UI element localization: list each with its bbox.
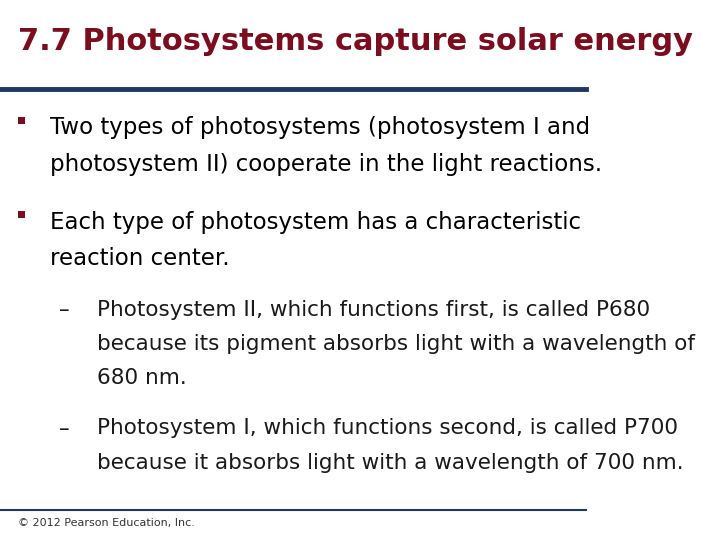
Text: 7.7 Photosystems capture solar energy: 7.7 Photosystems capture solar energy <box>17 27 693 56</box>
Text: reaction center.: reaction center. <box>50 247 230 271</box>
Text: because it absorbs light with a wavelength of 700 nm.: because it absorbs light with a waveleng… <box>96 453 683 472</box>
FancyBboxPatch shape <box>17 211 25 218</box>
Text: Photosystem I, which functions second, is called P700: Photosystem I, which functions second, i… <box>96 418 678 438</box>
Text: Each type of photosystem has a characteristic: Each type of photosystem has a character… <box>50 211 581 234</box>
Text: 680 nm.: 680 nm. <box>96 368 186 388</box>
Text: because its pigment absorbs light with a wavelength of: because its pigment absorbs light with a… <box>96 334 695 354</box>
FancyBboxPatch shape <box>17 117 25 124</box>
Text: photosystem II) cooperate in the light reactions.: photosystem II) cooperate in the light r… <box>50 153 602 176</box>
Text: –: – <box>58 418 69 438</box>
Text: –: – <box>58 300 69 320</box>
Text: Photosystem II, which functions first, is called P680: Photosystem II, which functions first, i… <box>96 300 650 320</box>
Text: © 2012 Pearson Education, Inc.: © 2012 Pearson Education, Inc. <box>17 518 194 529</box>
Text: Two types of photosystems (photosystem I and: Two types of photosystems (photosystem I… <box>50 116 590 139</box>
